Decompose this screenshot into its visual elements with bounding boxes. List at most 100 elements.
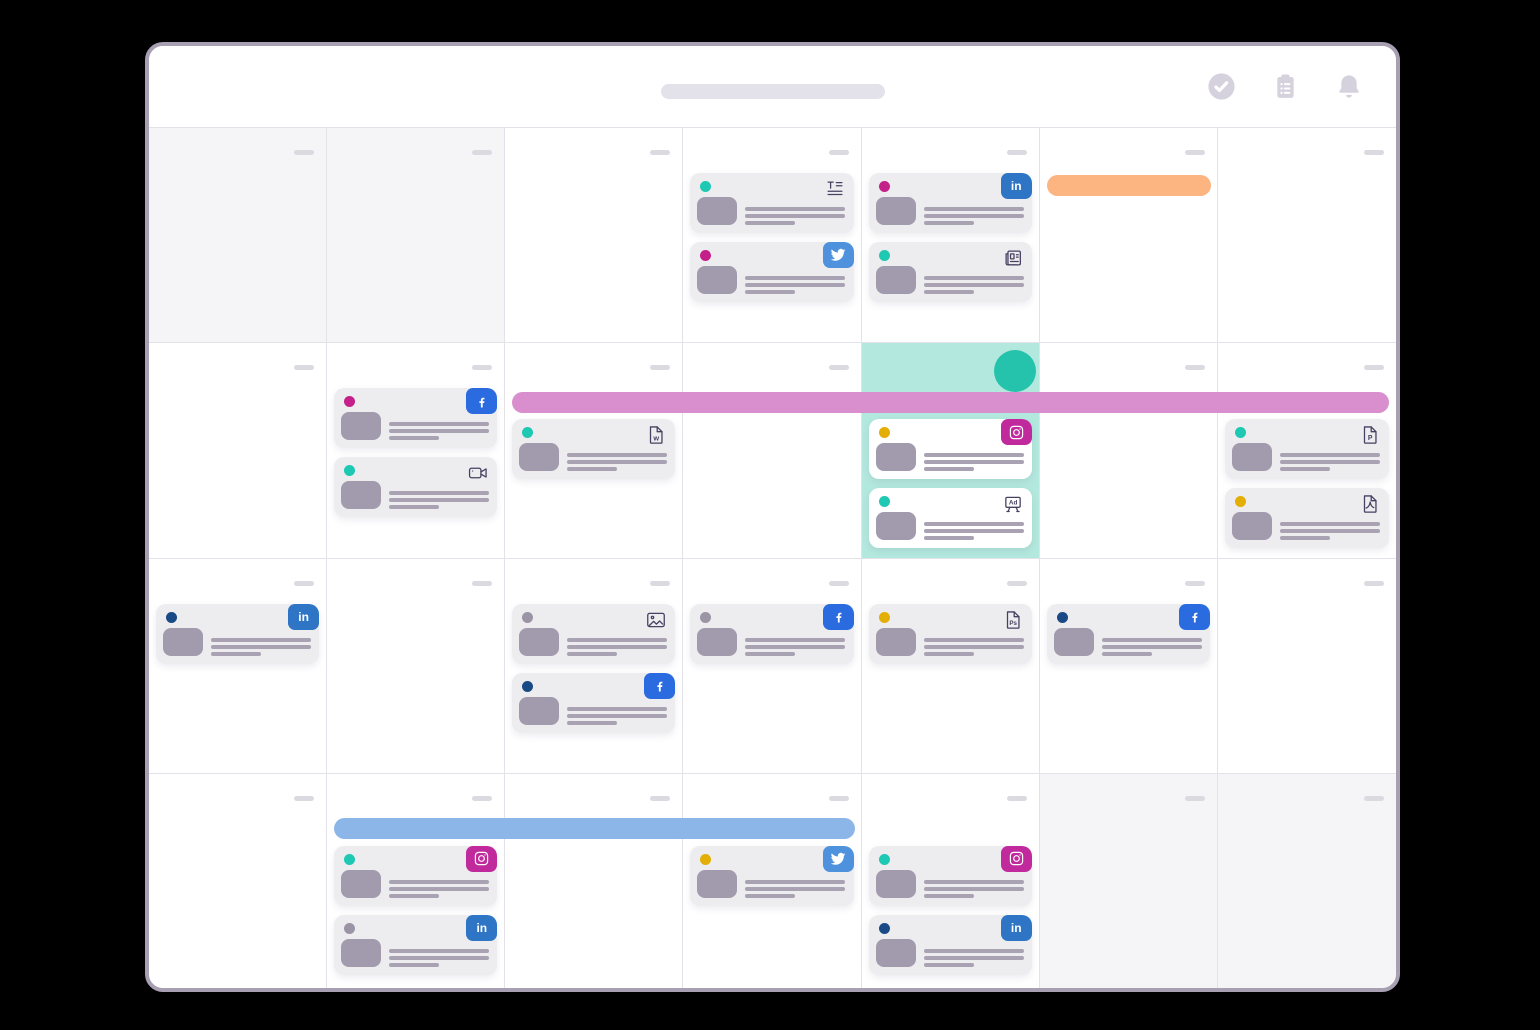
text-line <box>923 948 1024 953</box>
check-circle-icon[interactable] <box>1206 71 1237 102</box>
post-thumbnail <box>341 938 382 967</box>
post-card[interactable]: P <box>1224 419 1389 480</box>
text-line <box>1101 637 1202 642</box>
post-card[interactable] <box>334 457 498 518</box>
day-cell[interactable] <box>683 128 862 344</box>
day-cell[interactable] <box>683 343 862 559</box>
svg-text:Ad: Ad <box>1009 500 1018 507</box>
post-card[interactable] <box>1224 488 1389 549</box>
word_doc-icon: w <box>645 423 667 447</box>
status-dot <box>344 922 356 934</box>
text-line <box>923 962 974 967</box>
day-cell[interactable]: in <box>861 128 1040 344</box>
day-cell[interactable] <box>1039 128 1218 344</box>
post-card[interactable] <box>868 242 1032 302</box>
post-card[interactable]: in <box>334 914 498 975</box>
post-card[interactable] <box>868 419 1032 480</box>
day-cell[interactable] <box>1039 558 1218 774</box>
event-bar-orange[interactable] <box>1046 175 1211 196</box>
date-placeholder <box>472 365 493 371</box>
day-cards <box>1218 128 1396 173</box>
post-card[interactable] <box>1046 603 1210 664</box>
post-card[interactable] <box>868 845 1032 906</box>
status-dot <box>344 853 356 865</box>
day-cell[interactable] <box>1217 773 1396 988</box>
post-card[interactable] <box>334 388 498 449</box>
day-cell[interactable] <box>683 558 862 774</box>
status-dot <box>1056 611 1068 623</box>
day-cell[interactable] <box>327 558 506 774</box>
day-cell[interactable] <box>149 343 328 559</box>
text-line <box>1279 467 1330 472</box>
status-dot <box>344 465 356 477</box>
day-cell[interactable] <box>505 558 684 774</box>
post-card[interactable]: Ad <box>868 488 1032 549</box>
text-line <box>389 893 440 898</box>
text-line <box>389 505 440 510</box>
post-card[interactable]: in <box>868 173 1032 233</box>
text-line <box>745 283 846 287</box>
post-card[interactable]: in <box>868 914 1032 975</box>
text-line <box>923 644 1024 649</box>
date-placeholder <box>1006 580 1027 586</box>
date-placeholder <box>294 795 315 801</box>
day-cell[interactable]: P <box>1217 343 1396 559</box>
day-cell[interactable] <box>683 773 862 988</box>
text-line <box>567 720 618 725</box>
status-dot <box>700 181 712 192</box>
day-cell[interactable]: Ps <box>861 558 1040 774</box>
text-line <box>389 948 490 953</box>
date-placeholder <box>472 580 493 586</box>
facebook-icon <box>466 388 498 415</box>
event-bar-pink[interactable] <box>512 392 1389 414</box>
text-line <box>923 214 1024 218</box>
post-card[interactable]: w <box>512 419 676 480</box>
post-card[interactable]: in <box>156 603 320 664</box>
bell-icon[interactable] <box>1334 72 1364 102</box>
day-cell[interactable] <box>327 128 506 344</box>
text-line <box>389 955 490 960</box>
text-line <box>1279 536 1330 541</box>
text-line <box>567 713 668 718</box>
post-card[interactable] <box>690 173 854 233</box>
post-card[interactable] <box>690 242 854 302</box>
post-thumbnail <box>697 266 738 294</box>
post-card[interactable] <box>690 845 854 906</box>
post-thumbnail <box>163 627 203 656</box>
text-line <box>389 879 490 884</box>
day-cell[interactable] <box>1039 773 1218 988</box>
day-cell[interactable] <box>1217 558 1396 774</box>
clipboard-icon[interactable] <box>1271 72 1300 101</box>
day-cell[interactable] <box>1039 343 1218 559</box>
day-cell[interactable] <box>149 128 328 344</box>
day-cell[interactable] <box>505 773 684 988</box>
status-dot <box>522 611 534 623</box>
post-card[interactable] <box>690 603 854 664</box>
day-cell[interactable] <box>149 773 328 988</box>
day-cell[interactable]: w <box>505 343 684 559</box>
event-bar-blue[interactable] <box>334 817 855 839</box>
text-line <box>211 644 311 649</box>
post-thumbnail <box>341 869 382 898</box>
day-cell[interactable] <box>327 343 506 559</box>
day-cell[interactable]: in <box>327 773 506 988</box>
day-cell[interactable]: in <box>861 773 1040 988</box>
text-line <box>1101 644 1202 649</box>
day-cell[interactable]: in <box>149 558 328 774</box>
text-line <box>923 276 1024 280</box>
date-placeholder <box>1363 150 1384 155</box>
post-thumbnail <box>875 938 916 967</box>
text-line <box>745 214 846 218</box>
day-cell[interactable]: Ad <box>861 343 1040 559</box>
date-placeholder <box>1363 795 1384 801</box>
post-card[interactable]: Ps <box>868 603 1032 664</box>
post-card[interactable] <box>512 672 676 733</box>
post-card[interactable] <box>512 603 676 664</box>
day-cell[interactable] <box>1217 128 1396 344</box>
date-placeholder <box>1006 795 1027 801</box>
post-card[interactable] <box>334 845 498 906</box>
instagram-icon <box>1000 419 1032 446</box>
highlight-dot <box>993 350 1036 393</box>
text-line <box>389 498 490 503</box>
day-cell[interactable] <box>505 128 684 344</box>
